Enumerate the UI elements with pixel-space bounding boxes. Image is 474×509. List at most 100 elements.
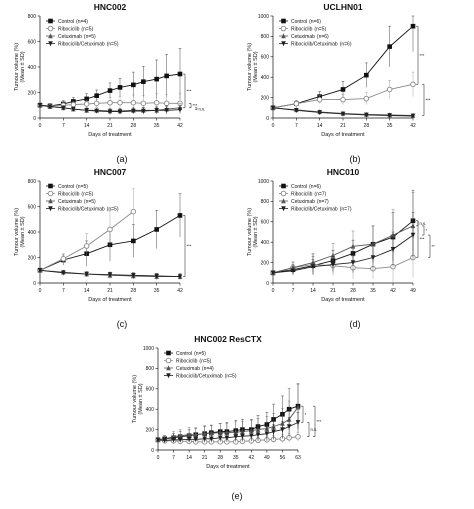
data-point <box>363 95 370 102</box>
chart-title: HNC002 ResCTX <box>194 334 262 344</box>
chart-title: UCLHN01 <box>323 2 362 12</box>
panel-label-d: (d) <box>350 319 361 329</box>
x-tick-label: 0 <box>157 455 160 461</box>
legend-series-name: Cetuximab <box>291 199 315 205</box>
significance-bracket: *** <box>313 405 322 437</box>
x-tick-label: 7 <box>295 123 298 129</box>
legend-swatch-marker <box>47 190 54 197</box>
data-point <box>154 227 159 232</box>
x-tick-label: 42 <box>410 123 416 129</box>
legend-series-name: Ribociclib/Cetuximab <box>58 42 105 48</box>
x-tick-label: 35 <box>387 123 393 129</box>
data-point <box>117 99 123 106</box>
panel-label-c: (c) <box>117 319 128 329</box>
x-tick-label: 35 <box>233 455 239 461</box>
legend-series-n: (n=5) <box>84 199 96 205</box>
data-point <box>83 243 90 249</box>
x-tick-label: 35 <box>370 288 376 294</box>
legend-label: Cetuximab (n=7) <box>291 199 329 205</box>
legend-item: Cetuximab (n=5) <box>46 33 96 40</box>
y-axis-label: Tumour volume (%) <box>247 208 253 256</box>
legend-label: Ribociclib/Cetuximab (n=7) <box>291 207 352 213</box>
legend-swatch-marker <box>280 190 287 197</box>
y-axis-label-sd: (Mean ± SD) <box>20 51 26 82</box>
x-tick-label: 14 <box>310 288 316 294</box>
x-tick-label: 42 <box>249 455 255 461</box>
y-axis-label-sd: (Mean ± SD) <box>138 383 144 414</box>
x-tick-label: 28 <box>131 288 137 294</box>
series-ribociclib-cetuximab <box>270 105 416 119</box>
x-axis-label: Days of treatment <box>206 464 250 470</box>
significance-bracket: * <box>422 225 428 236</box>
legend-swatch-marker <box>47 25 54 32</box>
x-tick-label: 0 <box>272 288 275 294</box>
data-point <box>350 260 356 266</box>
data-point <box>61 105 66 111</box>
legend-series-n: (n=7) <box>340 207 352 213</box>
significance-bracket: * <box>301 405 307 423</box>
x-tick-label: 28 <box>350 288 356 294</box>
legend-series-n: (n=5) <box>225 374 237 380</box>
x-axis-label: Days of treatment <box>321 297 365 303</box>
x-tick-label: 35 <box>154 288 160 294</box>
significance-label: *** <box>317 419 322 424</box>
x-tick-label: 0 <box>272 123 275 129</box>
data-point <box>140 100 147 107</box>
x-tick-label: 14 <box>317 123 323 129</box>
bracket-line <box>416 25 419 85</box>
chart-title: HNC007 <box>94 167 127 177</box>
bracket-line <box>195 107 198 110</box>
y-tick-label: 0 <box>33 116 36 122</box>
legend-series-n: (n=7) <box>317 199 329 205</box>
legend-swatch-marker <box>166 350 171 356</box>
legend-item: Ribociclib (n=5) <box>46 190 94 198</box>
y-tick-label: 800 <box>146 366 155 372</box>
bracket-line <box>183 73 186 109</box>
data-point <box>249 433 254 439</box>
bracket-line <box>189 103 192 109</box>
data-point <box>154 273 159 279</box>
data-point <box>386 86 393 93</box>
data-point <box>177 107 183 113</box>
data-point <box>240 433 245 439</box>
legend-label: Ribociclib/Cetuximab (n=6) <box>291 42 352 48</box>
legend-swatch-marker <box>48 198 53 204</box>
legend-label: Cetuximab (n=4) <box>176 366 214 372</box>
bracket-line <box>183 215 186 277</box>
data-point <box>316 96 323 103</box>
y-tick-label: 0 <box>266 116 269 122</box>
x-tick-label: 35 <box>154 123 160 129</box>
series-ribociclib-cetuximab <box>37 102 183 115</box>
legend-item: Cetuximab (n=7) <box>279 198 329 205</box>
legend-series-name: Control <box>58 19 74 25</box>
bracket-line <box>416 220 419 227</box>
legend-item: Control (n=6) <box>279 18 321 25</box>
data-point <box>177 274 183 280</box>
significance-bracket: n.s. <box>416 220 426 227</box>
y-tick-label: 800 <box>261 34 270 40</box>
legend-item: Ribociclib/Cetuximab (n=5) <box>164 373 237 380</box>
significance-label: *** <box>193 103 198 108</box>
legend-series-n: (n=6) <box>309 19 321 25</box>
data-point <box>141 108 146 114</box>
legend-item: Cetuximab (n=5) <box>46 198 96 205</box>
x-tick-label: 7 <box>62 288 65 294</box>
legend-item: Cetuximab (n=6) <box>279 33 329 40</box>
data-point <box>209 436 214 442</box>
data-point <box>107 226 113 233</box>
legend-item: Control (n=4) <box>46 18 88 25</box>
x-tick-label: 21 <box>202 455 208 461</box>
y-tick-label: 800 <box>28 14 37 20</box>
legend-series-name: Cetuximab <box>176 366 200 372</box>
legend-label: Ribociclib/Cetuximab (n=5) <box>58 207 119 213</box>
y-tick-label: 400 <box>28 230 37 236</box>
legend-item: Cetuximab (n=4) <box>164 365 214 372</box>
legend-swatch-marker <box>48 206 53 212</box>
x-tick-label: 0 <box>39 123 42 129</box>
y-axis-label-sd: (Mean ± SD) <box>253 216 259 247</box>
data-point <box>317 110 322 116</box>
y-axis-label: Tumour volume (%) <box>14 208 20 256</box>
data-point <box>340 87 346 92</box>
y-tick-label: 600 <box>28 39 37 45</box>
y-tick-label: 400 <box>261 240 270 246</box>
